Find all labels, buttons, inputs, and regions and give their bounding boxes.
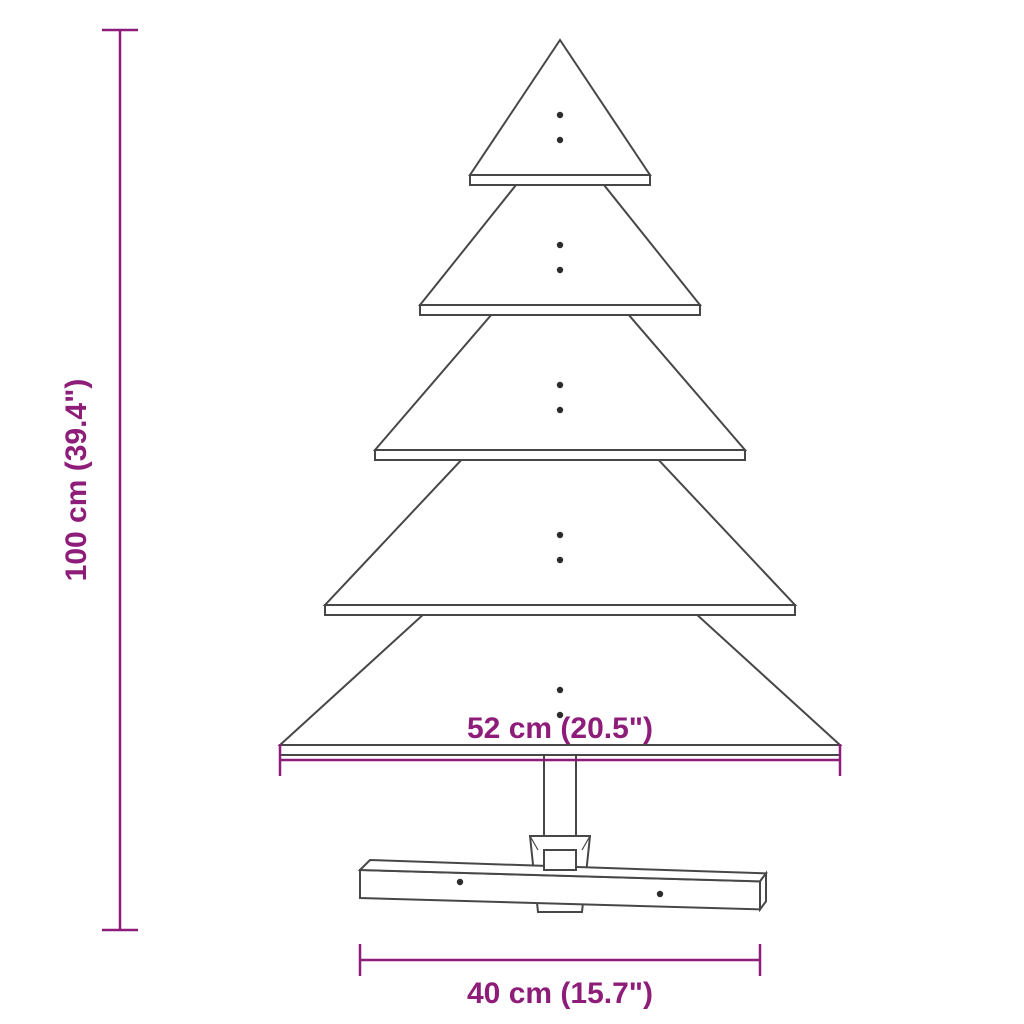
dimension-height-label: 100 cm (39.4") <box>60 379 93 582</box>
dimension-base-width-label: 40 cm (15.7") <box>467 977 653 1010</box>
dimension-tree-width-label: 52 cm (20.5") <box>467 712 653 745</box>
